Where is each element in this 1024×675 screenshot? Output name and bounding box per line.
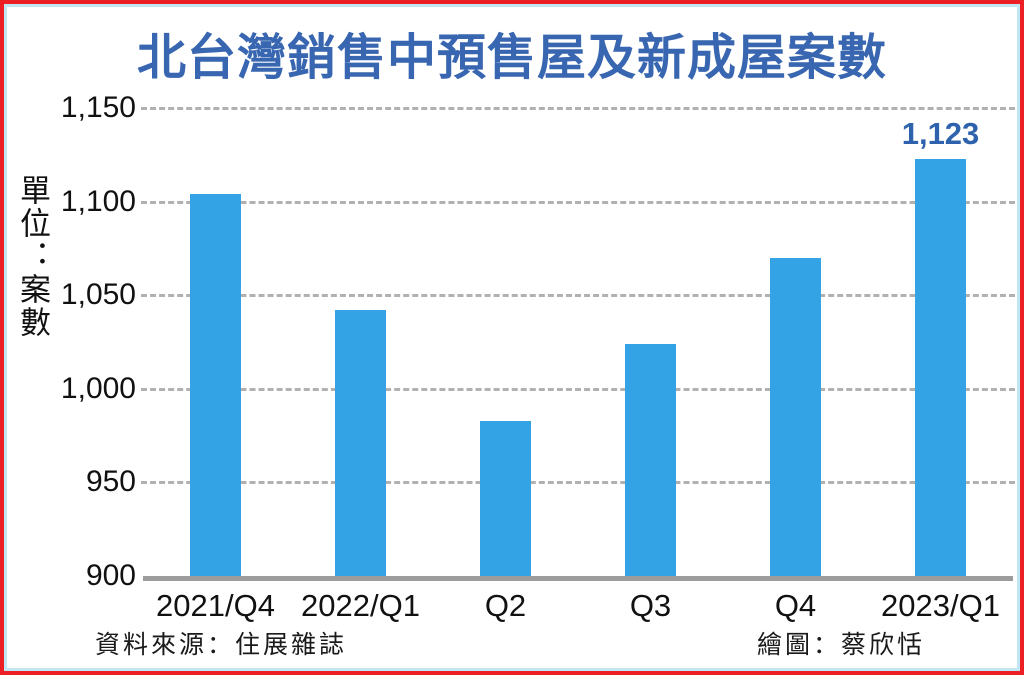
- x-axis-tick-label: Q4: [774, 588, 817, 623]
- y-axis-tick-label: 1,000: [60, 371, 136, 405]
- gridline-950: [141, 481, 1015, 485]
- bar-1: [335, 310, 386, 576]
- plot-area: 2021/Q4 2022/Q1 Q2 Q3 Q4 2023/Q1 1,123: [141, 107, 1015, 622]
- y-axis-tick-label: 900: [85, 559, 136, 592]
- gridline-1150: [141, 107, 1015, 110]
- bar-3: [625, 343, 676, 576]
- credit-note: 繪圖：蔡欣恬: [757, 631, 926, 659]
- source-note: 資料來源：住展雜誌: [95, 631, 348, 659]
- bar-5: [915, 158, 966, 576]
- x-axis-tick-label: Q3: [629, 588, 672, 623]
- data-label-5: 1,123: [901, 115, 980, 151]
- chart-title: 北台灣銷售中預售屋及新成屋案數: [136, 31, 887, 85]
- x-axis-tick-label: Q2: [484, 588, 527, 623]
- bar-2: [480, 420, 531, 576]
- gridline-1100: [141, 200, 1015, 204]
- x-axis-tick-label: 2021/Q4: [156, 588, 275, 623]
- bar-4: [770, 257, 821, 576]
- y-axis-tick-label: 1,150: [60, 91, 136, 124]
- y-axis-unit-label: 單位：案數: [15, 174, 50, 339]
- gridline-1000: [141, 387, 1015, 391]
- y-axis-tick-label: 1,050: [60, 278, 136, 312]
- y-axis-tick-label: 1,100: [60, 184, 136, 218]
- x-axis-tick-label: 2022/Q1: [301, 588, 420, 623]
- bar-0: [190, 194, 241, 576]
- x-axis-tick-label: 2023/Q1: [881, 588, 1000, 623]
- y-axis-tick-label: 950: [85, 465, 136, 499]
- gridline-1050: [141, 294, 1015, 298]
